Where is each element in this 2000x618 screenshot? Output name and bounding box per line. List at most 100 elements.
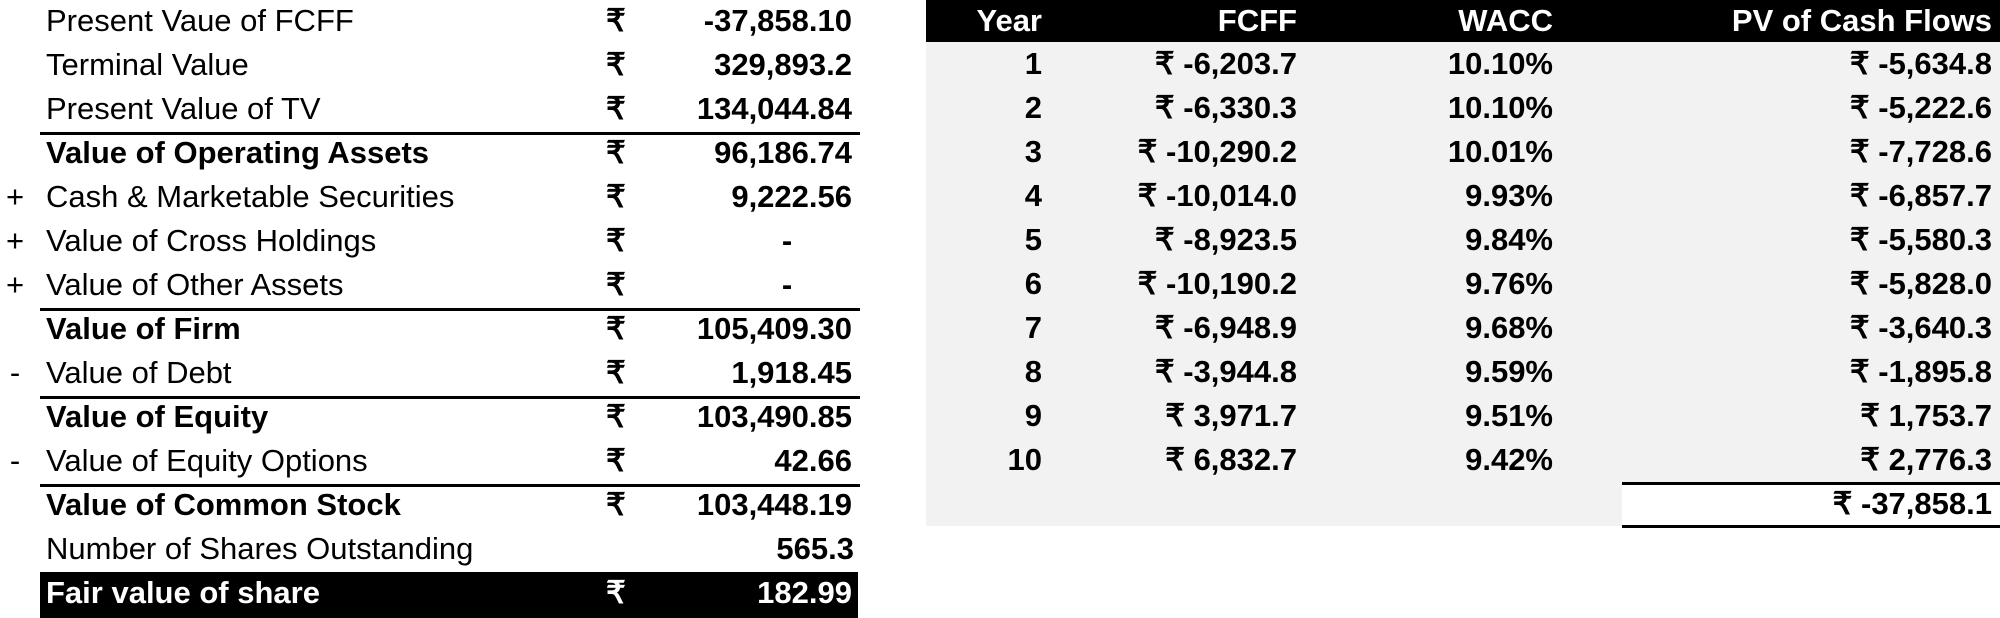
table-row: 7 ₹ -6,948.9 9.68% ₹ -3,640.3 (926, 306, 2000, 350)
row-value: 103,448.19 (696, 487, 852, 522)
row-value: 103,490.85 (696, 399, 852, 434)
cell-fcff: ₹ 3,971.7 (1165, 398, 1297, 433)
row-value: 565.3 (776, 531, 854, 566)
row-label: Fair value of share (46, 575, 320, 610)
row-sign: - (9, 355, 21, 390)
cell-fcff: ₹ -3,944.8 (1154, 354, 1297, 389)
row-label: Value of Other Assets (46, 267, 344, 302)
row-sign: + (5, 267, 25, 302)
row-value-of-firm: Value of Firm ₹ 105,409.30 (0, 308, 860, 352)
row-label: Value of Cross Holdings (46, 223, 377, 258)
row-operating-assets: Value of Operating Assets ₹ 96,186.74 (0, 132, 860, 176)
currency-symbol: ₹ (606, 179, 626, 214)
row-sign: + (5, 179, 25, 214)
currency-symbol: ₹ (606, 91, 626, 126)
row-value: - (781, 267, 793, 302)
row-label: Value of Operating Assets (46, 135, 430, 170)
cell-pv: ₹ -1,895.8 (1849, 354, 1992, 389)
row-sign: - (9, 443, 21, 478)
row-cash: + Cash & Marketable Securities ₹ 9,222.5… (0, 176, 860, 220)
table-row: 3 ₹ -10,290.2 10.01% ₹ -7,728.6 (926, 130, 2000, 174)
row-value: 329,893.2 (714, 47, 852, 82)
row-value: -37,858.10 (703, 3, 852, 38)
currency-symbol: ₹ (606, 223, 626, 258)
row-other-assets: + Value of Other Assets ₹ - (0, 264, 860, 308)
row-label: Value of Firm (46, 311, 241, 346)
header-pv: PV of Cash Flows (1731, 3, 1992, 38)
row-debt: - Value of Debt ₹ 1,918.45 (0, 352, 860, 396)
cell-year: 8 (1024, 354, 1042, 389)
row-fair-value: Fair value of share ₹ 182.99 (0, 572, 860, 618)
cell-wacc: 9.51% (1465, 398, 1553, 433)
total-pv-cell: ₹ -37,858.1 (1622, 482, 2000, 528)
currency-symbol: ₹ (606, 311, 626, 346)
currency-symbol: ₹ (606, 443, 626, 478)
table-row: 5 ₹ -8,923.5 9.84% ₹ -5,580.3 (926, 218, 2000, 262)
cell-year: 3 (1024, 134, 1042, 169)
cell-wacc: 10.10% (1447, 46, 1553, 81)
row-label: Value of Common Stock (46, 487, 401, 522)
cell-pv: ₹ 1,753.7 (1860, 398, 1992, 433)
row-value: 9,222.56 (731, 179, 852, 214)
currency-symbol: ₹ (606, 135, 626, 170)
cell-wacc: 10.01% (1447, 134, 1553, 169)
cell-wacc: 9.42% (1465, 442, 1553, 477)
header-year: Year (976, 3, 1042, 38)
valuation-table: Present Vaue of FCFF ₹ -37,858.10 Termin… (0, 0, 860, 618)
cell-fcff: ₹ -10,190.2 (1137, 266, 1297, 301)
cell-year: 6 (1024, 266, 1042, 301)
table-row: 8 ₹ -3,944.8 9.59% ₹ -1,895.8 (926, 350, 2000, 394)
row-value-of-equity: Value of Equity ₹ 103,490.85 (0, 396, 860, 440)
cell-pv: ₹ -7,728.6 (1849, 134, 1992, 169)
cashflow-table: Year FCFF WACC PV of Cash Flows 1 ₹ -6,2… (926, 0, 2000, 528)
cell-wacc: 9.76% (1465, 266, 1553, 301)
row-equity-options: - Value of Equity Options ₹ 42.66 (0, 440, 860, 484)
table-header: Year FCFF WACC PV of Cash Flows (926, 0, 2000, 42)
cell-wacc: 9.68% (1465, 310, 1553, 345)
cell-pv: ₹ -5,222.6 (1849, 90, 1992, 125)
cell-year: 10 (1007, 442, 1042, 477)
currency-symbol: ₹ (606, 399, 626, 434)
cell-year: 5 (1024, 222, 1042, 257)
table-row: 2 ₹ -6,330.3 10.10% ₹ -5,222.6 (926, 86, 2000, 130)
cell-wacc: 9.93% (1465, 178, 1553, 213)
header-wacc: WACC (1458, 3, 1553, 38)
row-cross-holdings: + Value of Cross Holdings ₹ - (0, 220, 860, 264)
cell-pv: ₹ -3,640.3 (1849, 310, 1992, 345)
cell-pv: ₹ -5,634.8 (1849, 46, 1992, 81)
row-label: Cash & Marketable Securities (46, 179, 455, 214)
cell-fcff: ₹ -6,948.9 (1154, 310, 1297, 345)
cell-fcff: ₹ -10,014.0 (1137, 178, 1297, 213)
row-value: 105,409.30 (696, 311, 852, 346)
cell-year: 1 (1024, 46, 1042, 81)
currency-symbol: ₹ (606, 3, 626, 38)
row-pv-tv: Present Value of TV ₹ 134,044.84 (0, 88, 860, 132)
row-value: 42.66 (774, 443, 852, 478)
row-label: Value of Equity (46, 399, 269, 434)
cell-wacc: 9.59% (1465, 354, 1553, 389)
cell-fcff: ₹ -10,290.2 (1137, 134, 1297, 169)
cell-wacc: 10.10% (1447, 90, 1553, 125)
row-label: Present Vaue of FCFF (46, 3, 354, 38)
row-value: - (781, 223, 793, 258)
table-row: 1 ₹ -6,203.7 10.10% ₹ -5,634.8 (926, 42, 2000, 86)
cell-year: 9 (1024, 398, 1042, 433)
cell-year: 4 (1024, 178, 1042, 213)
currency-symbol: ₹ (606, 47, 626, 82)
currency-symbol: ₹ (606, 267, 626, 302)
table-row: 10 ₹ 6,832.7 9.42% ₹ 2,776.3 (926, 438, 2000, 482)
row-common-stock: Value of Common Stock ₹ 103,448.19 (0, 484, 860, 528)
cell-pv: ₹ -6,857.7 (1849, 178, 1992, 213)
table-body: 1 ₹ -6,203.7 10.10% ₹ -5,634.8 2 ₹ -6,33… (926, 42, 2000, 528)
table-row: 9 ₹ 3,971.7 9.51% ₹ 1,753.7 (926, 394, 2000, 438)
header-fcff: FCFF (1217, 3, 1297, 38)
cell-fcff: ₹ -8,923.5 (1154, 222, 1297, 257)
row-value: 1,918.45 (731, 355, 852, 390)
currency-symbol: ₹ (606, 575, 626, 610)
cell-fcff: ₹ -6,203.7 (1154, 46, 1297, 81)
row-label: Value of Equity Options (46, 443, 368, 478)
row-value: 134,044.84 (696, 91, 852, 126)
row-value: 96,186.74 (714, 135, 852, 170)
cell-pv: ₹ 2,776.3 (1860, 442, 1992, 477)
cell-year: 7 (1024, 310, 1042, 345)
